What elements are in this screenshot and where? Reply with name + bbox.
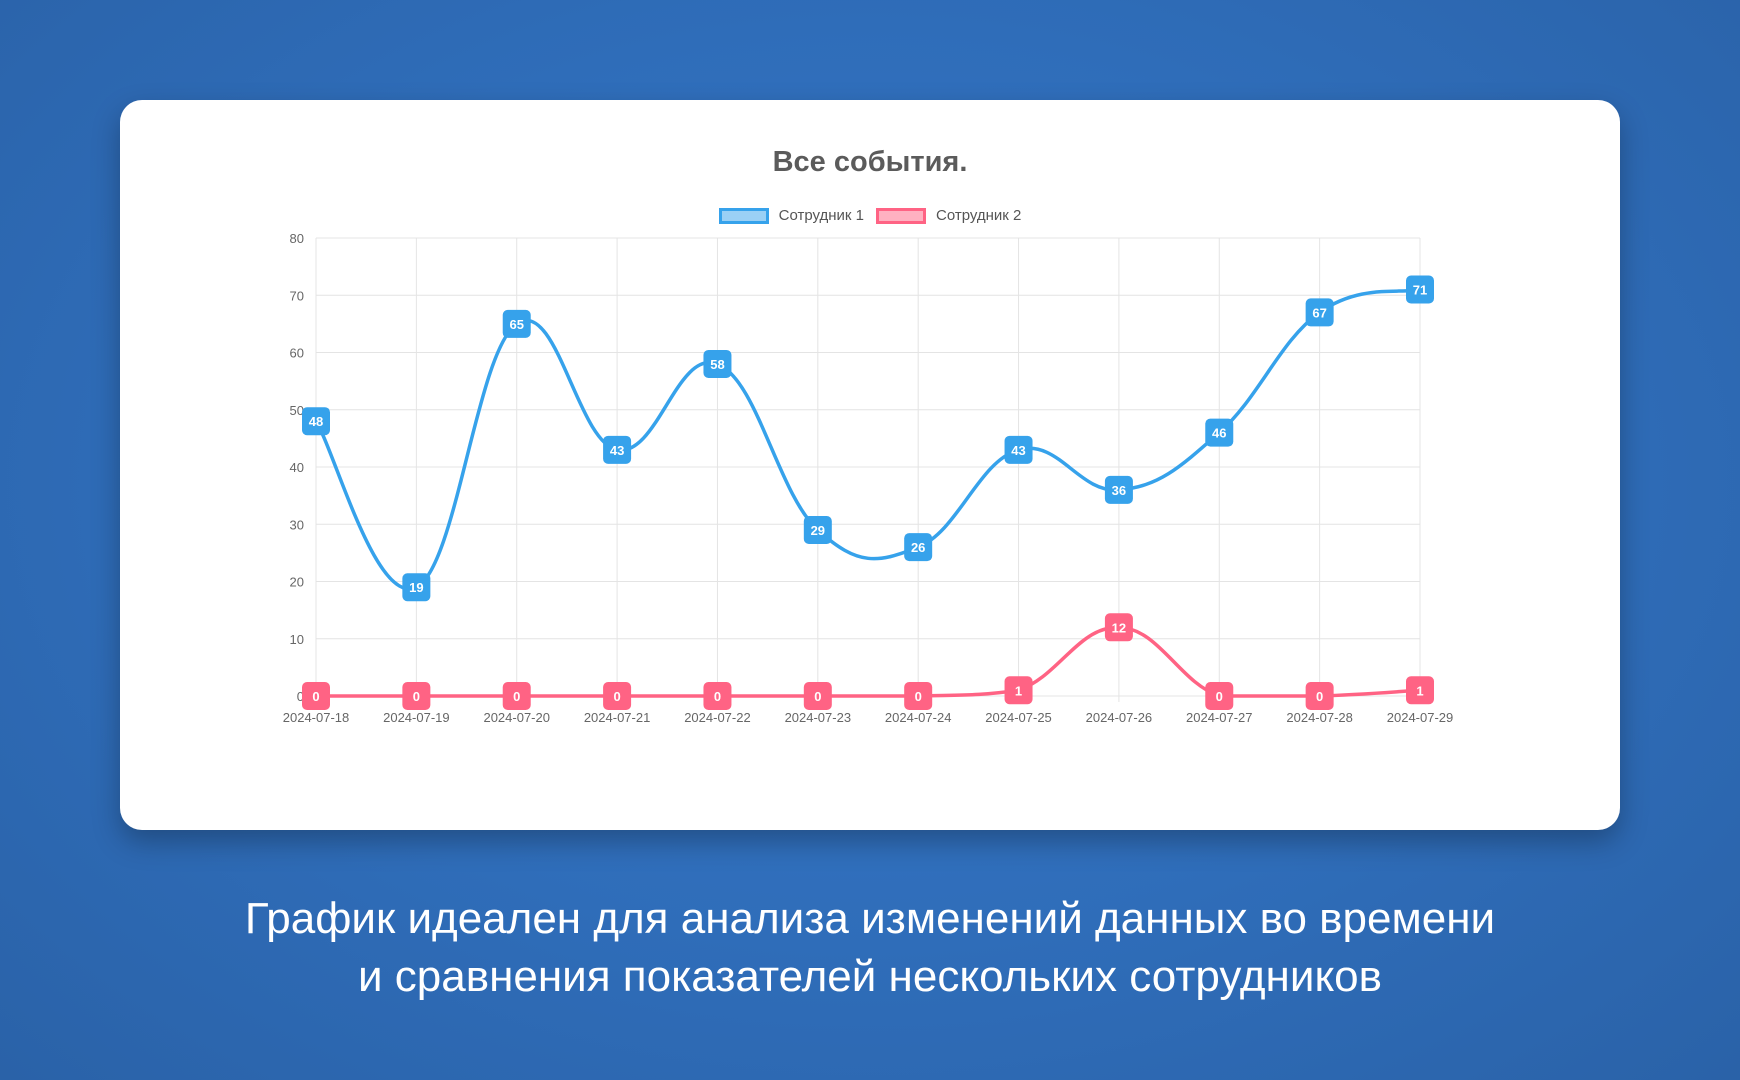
x-tick-label: 2024-07-20 bbox=[483, 710, 550, 725]
caption: График идеален для анализа изменений дан… bbox=[0, 890, 1740, 1006]
data-point-series-1 bbox=[904, 533, 933, 562]
data-point-series-1 bbox=[1406, 275, 1434, 304]
chart-legend: Сотрудник 1 Сотрудник 2 bbox=[120, 207, 1620, 224]
data-point-series-1 bbox=[302, 407, 330, 436]
data-label-series-1: 19 bbox=[409, 580, 423, 595]
data-point-series-1 bbox=[703, 349, 732, 378]
data-point-series-2 bbox=[803, 682, 832, 710]
legend-item-series-2[interactable]: Сотрудник 2 bbox=[876, 207, 1021, 224]
legend-item-series-1[interactable]: Сотрудник 1 bbox=[718, 207, 864, 224]
data-point-series-1 bbox=[502, 309, 531, 338]
data-label-series-1: 58 bbox=[710, 357, 724, 372]
legend-label-series-1: Сотрудник 1 bbox=[778, 207, 864, 224]
data-point-series-1 bbox=[603, 435, 632, 464]
x-tick-label: 2024-07-27 bbox=[1186, 710, 1253, 725]
x-tick-label: 2024-07-26 bbox=[1086, 710, 1153, 725]
data-point-series-2 bbox=[502, 682, 531, 710]
data-label-series-1: 36 bbox=[1112, 483, 1126, 498]
caption-line-2: и сравнения показателей нескольких сотру… bbox=[357, 952, 1383, 1001]
legend-swatch-series-2 bbox=[876, 207, 926, 224]
data-point-series-2 bbox=[603, 682, 632, 710]
data-label-series-2: 0 bbox=[613, 689, 620, 704]
series-line-1 bbox=[314, 287, 1422, 591]
data-label-series-2: 1 bbox=[1015, 683, 1022, 698]
x-tick-label: 2024-07-18 bbox=[283, 710, 350, 725]
data-label-series-2: 0 bbox=[413, 689, 420, 704]
data-label-series-1: 43 bbox=[1011, 443, 1025, 458]
data-label-series-1: 29 bbox=[811, 523, 825, 538]
data-label-series-2: 0 bbox=[714, 689, 721, 704]
data-point-series-2 bbox=[1205, 682, 1234, 710]
y-tick-label: 60 bbox=[290, 346, 304, 361]
data-point-series-1 bbox=[1305, 298, 1334, 327]
y-tick-label: 20 bbox=[290, 575, 304, 590]
y-tick-label: 10 bbox=[290, 632, 304, 647]
data-label-series-2: 0 bbox=[814, 689, 821, 704]
legend-swatch-series-1 bbox=[718, 207, 769, 224]
data-point-series-2 bbox=[1305, 682, 1334, 710]
data-label-series-2: 0 bbox=[513, 689, 520, 704]
data-point-series-2 bbox=[1104, 613, 1133, 642]
y-tick-label: 30 bbox=[290, 517, 304, 532]
data-label-series-1: 46 bbox=[1212, 426, 1226, 441]
data-label-series-2: 0 bbox=[312, 689, 319, 704]
chart-card: Все события. Сотрудник 1 Сотрудник 2 0 10… bbox=[120, 100, 1620, 830]
data-label-series-1: 71 bbox=[1413, 283, 1427, 298]
y-tick-label: 50 bbox=[290, 403, 304, 418]
data-label-series-1: 43 bbox=[610, 443, 624, 458]
caption-line-1: График идеален для анализа изменений дан… bbox=[244, 894, 1496, 943]
x-tick-label: 2024-07-22 bbox=[684, 710, 751, 725]
data-point-series-2 bbox=[1004, 676, 1033, 705]
data-point-series-1 bbox=[402, 573, 431, 602]
x-tick-label: 2024-07-23 bbox=[785, 710, 852, 725]
data-label-series-2: 1 bbox=[1416, 683, 1423, 698]
x-tick-label: 2024-07-24 bbox=[885, 710, 952, 725]
y-tick-label: 70 bbox=[290, 288, 304, 303]
data-point-series-1 bbox=[1205, 418, 1234, 447]
y-tick-label: 40 bbox=[290, 460, 304, 475]
data-point-series-1 bbox=[803, 515, 832, 544]
data-label-series-2: 0 bbox=[915, 689, 922, 704]
x-tick-label: 2024-07-28 bbox=[1286, 710, 1353, 725]
data-point-series-1 bbox=[1104, 475, 1133, 504]
x-tick-label: 2024-07-21 bbox=[584, 710, 651, 725]
data-label-series-2: 12 bbox=[1112, 620, 1126, 635]
y-tick-label: 0 bbox=[297, 689, 304, 704]
data-label-series-1: 65 bbox=[509, 317, 523, 332]
x-tick-label: 2024-07-25 bbox=[985, 710, 1051, 725]
data-point-series-1 bbox=[1004, 435, 1033, 464]
chart-title: Все события. bbox=[772, 146, 968, 178]
x-tick-label: 2024-07-29 bbox=[1387, 710, 1454, 725]
data-point-series-2 bbox=[402, 682, 431, 710]
data-label-series-1: 26 bbox=[911, 540, 925, 555]
x-tick-label: 2024-07-19 bbox=[383, 710, 450, 725]
data-point-series-2 bbox=[1406, 676, 1434, 705]
y-tick-label: 80 bbox=[290, 231, 304, 246]
data-point-series-2 bbox=[904, 682, 933, 710]
data-label-series-2: 0 bbox=[1316, 689, 1323, 704]
data-label-series-1: 48 bbox=[309, 414, 323, 429]
legend-label-series-2: Сотрудник 2 bbox=[936, 207, 1022, 224]
data-point-series-2 bbox=[302, 682, 330, 710]
data-label-series-1: 67 bbox=[1312, 305, 1326, 320]
data-point-series-2 bbox=[703, 682, 732, 710]
data-label-series-2: 0 bbox=[1216, 689, 1223, 704]
series-line-2 bbox=[314, 625, 1422, 698]
